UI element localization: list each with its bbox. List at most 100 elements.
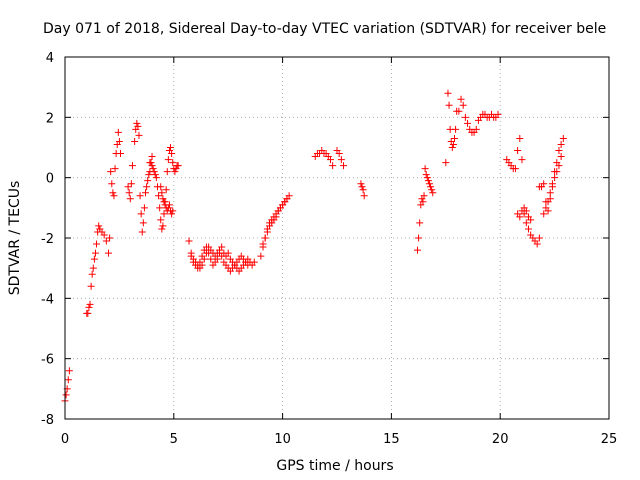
- data-point: [167, 144, 175, 151]
- data-point: [540, 180, 548, 188]
- data-point: [160, 210, 168, 218]
- data-point: [340, 162, 348, 170]
- data-series-segment: [333, 147, 348, 170]
- y-tick-label: 4: [46, 51, 54, 66]
- data-point: [455, 107, 463, 115]
- data-point: [152, 174, 160, 182]
- data-series-segment: [187, 243, 252, 272]
- data-point: [464, 119, 472, 127]
- data-point: [160, 198, 168, 206]
- data-point: [164, 156, 172, 164]
- data-point: [244, 261, 252, 269]
- data-point: [150, 168, 158, 176]
- data-point: [131, 137, 139, 145]
- x-axis-label: GPS time / hours: [276, 458, 393, 474]
- data-point: [250, 258, 258, 266]
- x-tick-label: 25: [601, 432, 618, 447]
- data-point: [159, 222, 167, 230]
- data-point: [259, 240, 267, 248]
- data-point: [93, 240, 101, 248]
- data-point: [135, 131, 143, 139]
- y-tick-labels: -8 -6 -4 -2 0 2 4: [41, 51, 54, 428]
- data-point: [516, 213, 524, 221]
- data-point: [359, 186, 367, 194]
- data-point: [444, 89, 452, 97]
- data-point: [148, 162, 156, 170]
- data-point: [64, 376, 72, 384]
- data-point: [185, 237, 193, 245]
- data-point: [86, 300, 94, 308]
- data-point: [149, 165, 157, 173]
- data-point: [148, 153, 156, 161]
- data-point: [457, 95, 465, 103]
- data-point: [511, 165, 519, 173]
- data-point: [110, 192, 118, 200]
- data-point: [95, 222, 103, 230]
- data-point: [551, 174, 559, 182]
- data-point: [213, 255, 221, 263]
- data-series-segment: [520, 204, 535, 224]
- data-point: [107, 168, 115, 176]
- data-point: [155, 192, 163, 200]
- data-point: [165, 201, 173, 209]
- data-point: [358, 183, 366, 191]
- data-point: [138, 228, 146, 236]
- data-point: [516, 134, 524, 142]
- data-point: [224, 249, 232, 257]
- data-point: [555, 147, 563, 155]
- data-point: [360, 192, 368, 200]
- data-point: [546, 189, 554, 197]
- data-point: [136, 192, 144, 200]
- data-point: [163, 168, 171, 176]
- data-point: [428, 186, 436, 194]
- data-point: [459, 101, 467, 109]
- data-series-segment: [540, 153, 565, 218]
- data-point: [156, 204, 164, 212]
- data-point: [448, 144, 456, 151]
- data-point: [171, 168, 179, 176]
- data-point: [144, 177, 152, 185]
- data-point: [157, 216, 165, 224]
- data-point: [198, 252, 206, 260]
- data-point: [425, 180, 433, 188]
- data-point: [557, 140, 565, 148]
- y-tick-label: 0: [46, 172, 54, 187]
- x-tick-label: 15: [383, 432, 400, 447]
- data-point: [106, 234, 114, 242]
- data-point: [158, 225, 166, 233]
- grid-lines: [65, 57, 609, 419]
- data-point: [548, 183, 556, 191]
- data-point: [114, 128, 122, 136]
- data-point: [85, 303, 93, 311]
- data-point: [207, 255, 215, 263]
- data-series-segment: [503, 134, 526, 173]
- data-point: [442, 159, 450, 167]
- data-point: [202, 243, 210, 251]
- data-point: [423, 174, 431, 182]
- data-point: [326, 156, 334, 164]
- data-point: [422, 171, 430, 179]
- data-point: [257, 252, 265, 260]
- data-point: [557, 153, 565, 161]
- y-tick-label: -6: [41, 353, 54, 368]
- data-point: [419, 198, 427, 206]
- data-point: [142, 189, 150, 197]
- data-series-segment: [311, 147, 337, 170]
- data-point: [272, 213, 280, 221]
- data-point: [261, 234, 269, 242]
- data-point: [263, 228, 271, 236]
- x-tick-label: 0: [61, 432, 69, 447]
- data-point: [187, 252, 195, 260]
- data-point: [151, 171, 159, 179]
- x-tick-labels: 0 5 10 15 20 25: [61, 432, 617, 447]
- chart-title: Day 071 of 2018, Sidereal Day-to-day VTE…: [43, 21, 606, 37]
- data-series-segment: [357, 180, 368, 200]
- data-point: [100, 231, 108, 239]
- data-series-segment: [96, 128, 124, 257]
- data-point: [111, 165, 119, 173]
- data-point: [416, 219, 424, 227]
- data-point: [553, 168, 561, 176]
- data-point: [134, 122, 142, 130]
